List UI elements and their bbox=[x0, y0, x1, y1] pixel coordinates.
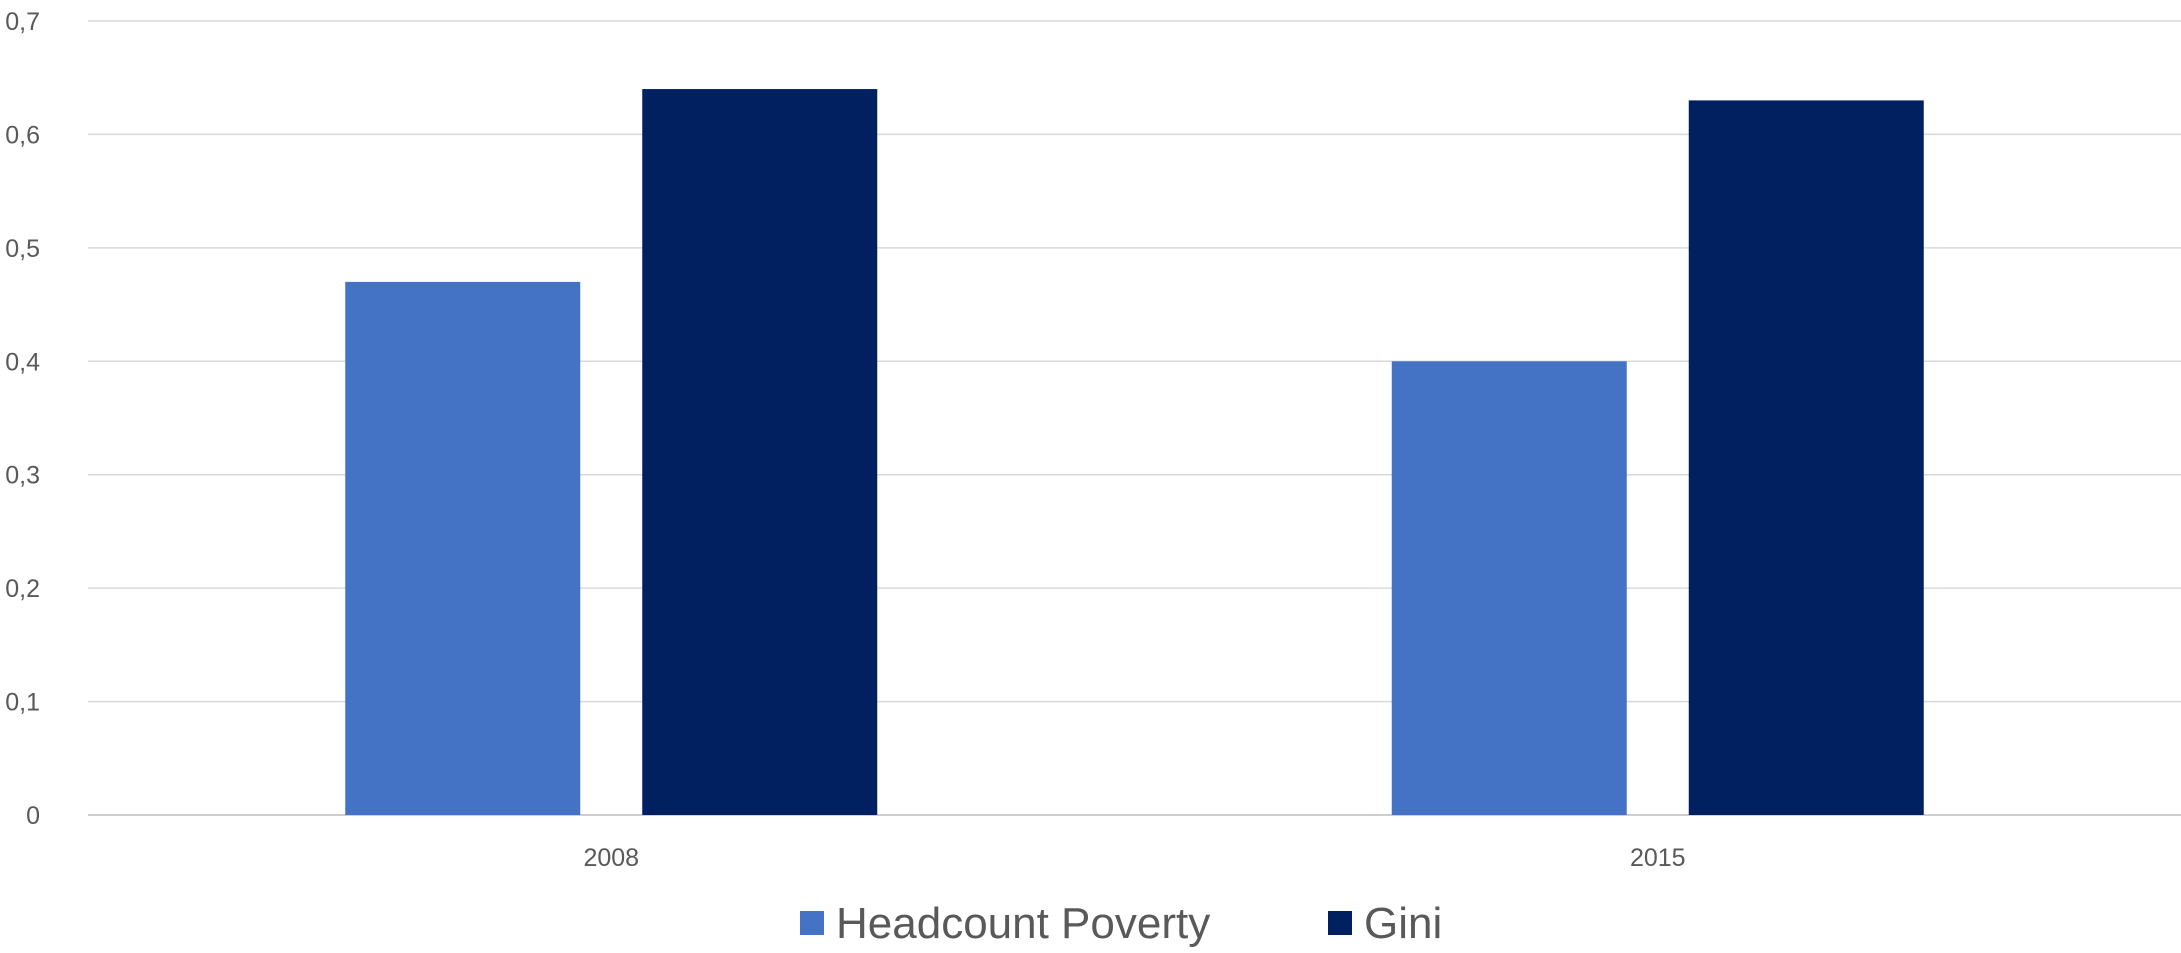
bar-headcount-poverty-2008 bbox=[345, 281, 581, 815]
legend-swatch bbox=[1328, 911, 1352, 935]
x-tick-label: 2008 bbox=[583, 844, 639, 872]
legend-label: Headcount Poverty bbox=[836, 899, 1210, 948]
bar-gini-2015 bbox=[1688, 100, 1924, 815]
x-tick-label: 2015 bbox=[1630, 844, 1686, 872]
y-axis-tick-labels: 0 0,1 0,2 0,3 0,4 0,5 0,6 0,7 bbox=[5, 8, 40, 830]
x-axis-tick-labels: 2008 2015 bbox=[583, 844, 1685, 872]
legend: Headcount Poverty Gini bbox=[800, 899, 1442, 948]
y-tick-label: 0,6 bbox=[5, 121, 40, 149]
bars bbox=[345, 89, 1924, 816]
y-tick-label: 0,3 bbox=[5, 462, 40, 490]
y-tick-label: 0,7 bbox=[5, 8, 40, 36]
legend-swatch bbox=[800, 911, 824, 935]
y-tick-label: 0,2 bbox=[5, 575, 40, 603]
bar-headcount-poverty-2015 bbox=[1391, 361, 1627, 815]
y-tick-label: 0,5 bbox=[5, 235, 40, 263]
legend-item-gini: Gini bbox=[1328, 899, 1442, 948]
legend-label: Gini bbox=[1364, 899, 1442, 948]
y-tick-label: 0 bbox=[26, 802, 40, 830]
y-tick-label: 0,1 bbox=[5, 689, 40, 717]
bar-gini-2008 bbox=[642, 89, 878, 816]
legend-item-headcount-poverty: Headcount Poverty bbox=[800, 899, 1210, 948]
y-tick-label: 0,4 bbox=[5, 348, 40, 376]
